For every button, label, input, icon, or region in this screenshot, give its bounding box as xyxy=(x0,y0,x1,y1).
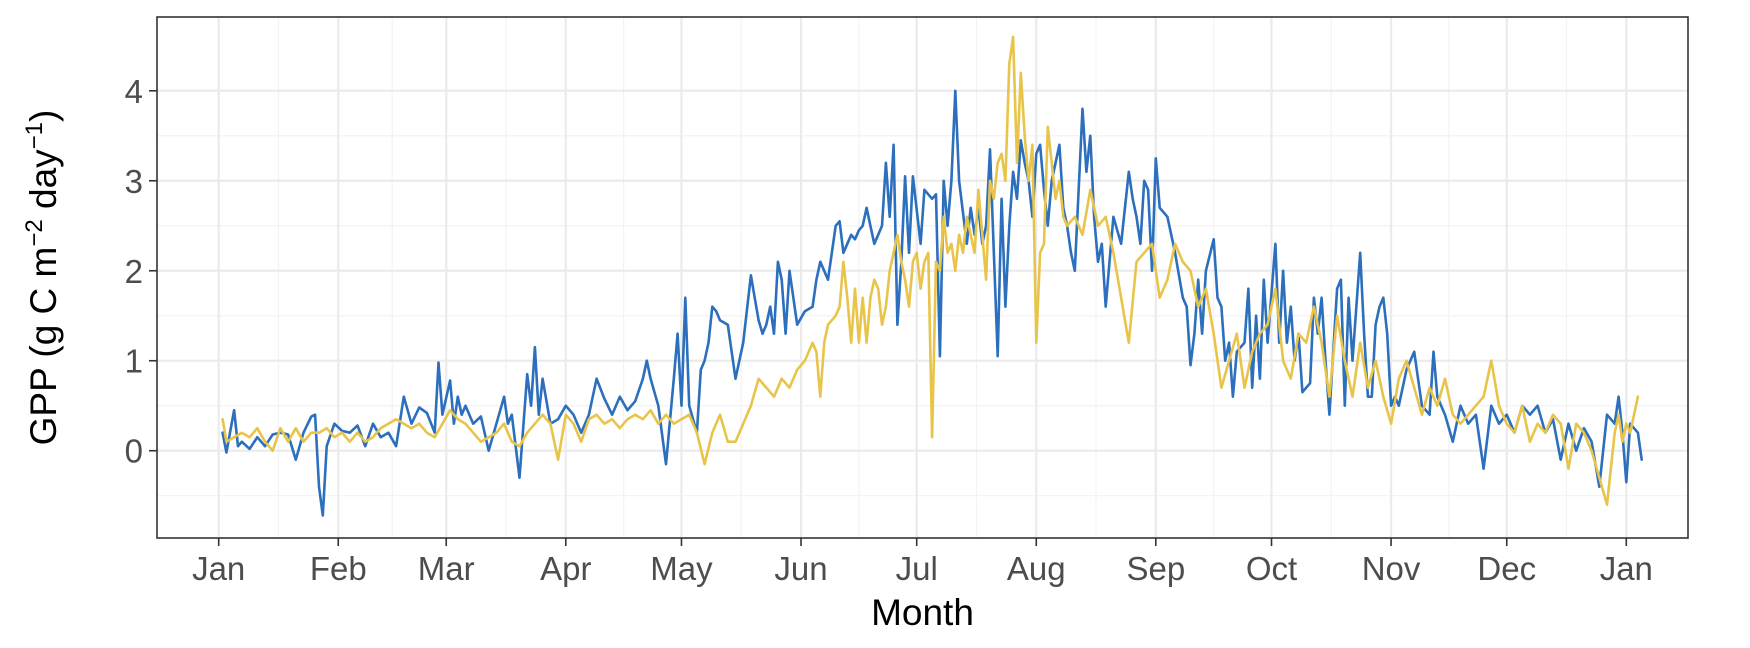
y-tick-label: 0 xyxy=(125,433,143,470)
x-tick-label: Dec xyxy=(1477,550,1536,587)
y-tick-label: 4 xyxy=(125,73,143,110)
axis-ticks xyxy=(149,89,1628,546)
x-tick-label: Oct xyxy=(1246,550,1297,587)
panel-border xyxy=(156,16,1689,539)
x-tick-label: Feb xyxy=(310,550,367,587)
y-axis-title-superscript: −2 xyxy=(21,219,48,246)
x-tick-label: Nov xyxy=(1362,550,1421,587)
y-tick-labels: 0 1 2 3 4 xyxy=(125,73,143,470)
x-tick-label: May xyxy=(650,550,713,587)
x-tick-labels: Jan Feb Mar Apr May Jun Jul Aug Sep Oct Nov Dec Jan xyxy=(192,550,1653,587)
x-axis-title: Month xyxy=(871,592,974,633)
y-tick-label: 1 xyxy=(125,343,143,380)
x-tick-label: Jan xyxy=(192,550,245,587)
x-tick-label: Jul xyxy=(896,550,938,587)
series-lines xyxy=(221,35,1643,517)
x-tick-label: Sep xyxy=(1126,550,1185,587)
series-line-1 xyxy=(221,89,1643,517)
y-tick-label: 2 xyxy=(125,253,143,290)
y-axis-title-part: ) xyxy=(23,110,64,122)
y-tick-label: 3 xyxy=(125,163,143,200)
x-tick-label: Jun xyxy=(774,550,827,587)
y-axis-title-superscript: −1 xyxy=(21,122,48,149)
x-tick-label: Mar xyxy=(418,550,475,587)
y-axis-title: GPP (g C m−2 day−1) xyxy=(21,110,64,446)
x-tick-label: Jan xyxy=(1600,550,1653,587)
y-axis-title-part: day xyxy=(23,149,64,219)
y-axis-title-part: GPP (g C m xyxy=(23,247,64,446)
x-tick-label: Aug xyxy=(1007,550,1066,587)
series-line-2 xyxy=(221,35,1640,506)
x-tick-label: Apr xyxy=(540,550,591,587)
